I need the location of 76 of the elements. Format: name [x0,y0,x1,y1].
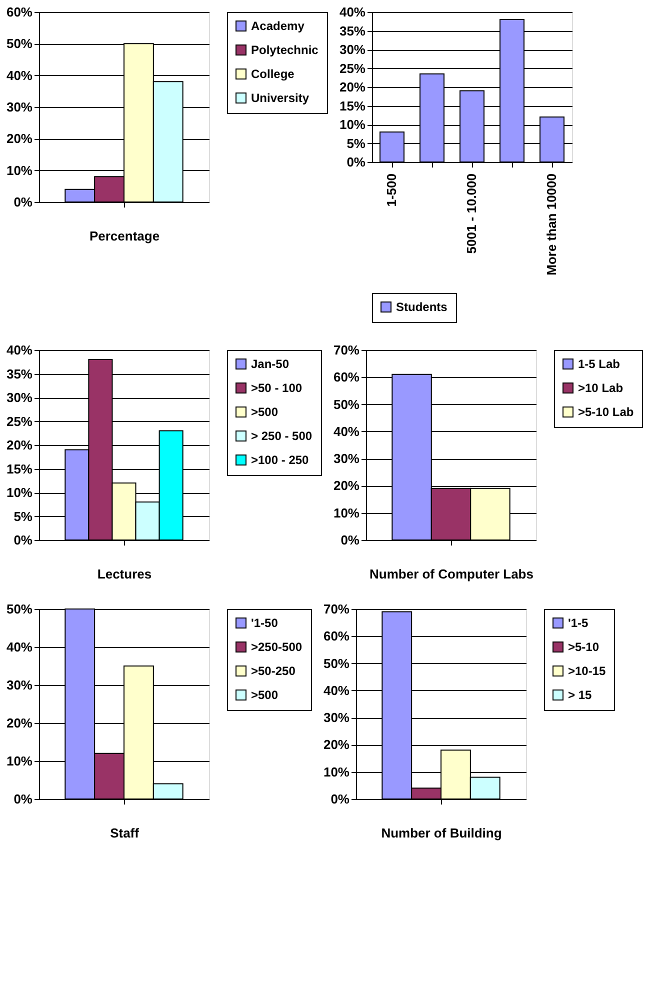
y-tick-label: 10% [6,162,33,178]
y-tick-label: 70% [323,602,350,616]
y-tick-label: 0% [340,532,360,548]
y-tick-label: 0% [14,194,33,210]
y-tick-label: 10% [6,754,33,768]
y-tick-label: 10% [323,764,350,780]
legend-label: >500 [251,405,278,419]
x-tick-label: 5001 - 10.000 [464,174,479,254]
y-tick-label: 30% [6,678,33,692]
y-tick-label: 60% [6,4,33,20]
legend-label: Jan-50 [251,357,290,371]
legend-label: >10 Lab [578,381,624,395]
y-tick-label: 0% [330,792,350,806]
legend-label: >5-10 Lab [578,405,634,419]
legend-label: > 250 - 500 [251,429,312,443]
y-tick-label: 25% [339,60,366,76]
legend-label: >250-500 [251,640,302,654]
legend-label: 1-5 Lab [578,357,620,371]
y-tick-label: 25% [6,414,33,429]
legend-label: >50 - 100 [251,381,302,395]
y-tick-label: 20% [6,716,33,730]
y-tick-label: 40% [333,424,360,439]
y-tick-label: 20% [6,438,33,452]
x-axis-title: Staff [110,826,140,840]
y-tick-label: 10% [6,485,33,500]
y-tick-label: 30% [6,100,33,114]
y-tick-label: 0% [346,154,366,170]
y-tick-label: 50% [6,602,33,616]
legend-label: >100 - 250 [251,453,310,467]
y-tick-label: 40% [6,342,33,358]
legend-label: >50-250 [251,664,296,678]
y-tick-label: 40% [6,68,33,83]
legend-label: Polytechnic [251,43,319,57]
y-tick-label: 10% [333,505,360,520]
y-tick-label: 30% [6,390,33,405]
x-tick-label: 1-500 [384,174,399,207]
x-tick-label: More than 10000 [544,174,559,276]
y-tick-label: 5% [346,136,366,151]
y-tick-label: 10% [339,117,366,132]
y-tick-label: 20% [339,80,366,94]
legend-label: >10-15 [568,664,606,678]
x-axis-title: Number of Computer Labs [370,566,534,582]
y-tick-label: 20% [333,478,360,494]
legend-label: >5-10 [568,640,600,654]
y-tick-label: 50% [333,396,360,412]
y-tick-label: 0% [14,792,33,806]
legend-label: College [251,67,295,81]
y-tick-label: 50% [6,36,33,52]
y-tick-label: 15% [339,98,366,114]
legend-label: '1-5 [568,616,589,630]
legend-label: Academy [251,19,305,33]
y-tick-label: 15% [6,461,33,476]
y-tick-label: 30% [339,42,366,57]
legend-label: '1-50 [251,616,278,630]
y-tick-label: 0% [14,532,33,548]
x-axis-title: Lectures [97,566,152,582]
legend-label: >500 [251,688,278,702]
y-tick-label: 40% [323,682,350,698]
legend-label: > 15 [568,688,592,702]
y-tick-label: 20% [323,737,350,752]
y-tick-label: 35% [339,23,366,38]
y-tick-label: 70% [333,342,360,358]
x-axis-title: Percentage [89,228,160,244]
y-tick-label: 20% [6,131,33,146]
y-tick-label: 30% [333,451,360,466]
y-tick-label: 35% [6,366,33,382]
y-tick-label: 30% [323,710,350,726]
y-tick-label: 40% [339,4,366,20]
y-tick-label: 40% [6,640,33,654]
y-tick-label: 60% [333,370,360,385]
y-tick-label: 5% [14,508,33,524]
x-axis-title: Number of Building [381,826,502,840]
legend-label: Students [396,300,448,314]
y-tick-label: 50% [323,656,350,671]
legend-label: University [251,91,310,105]
y-tick-label: 60% [323,628,350,644]
